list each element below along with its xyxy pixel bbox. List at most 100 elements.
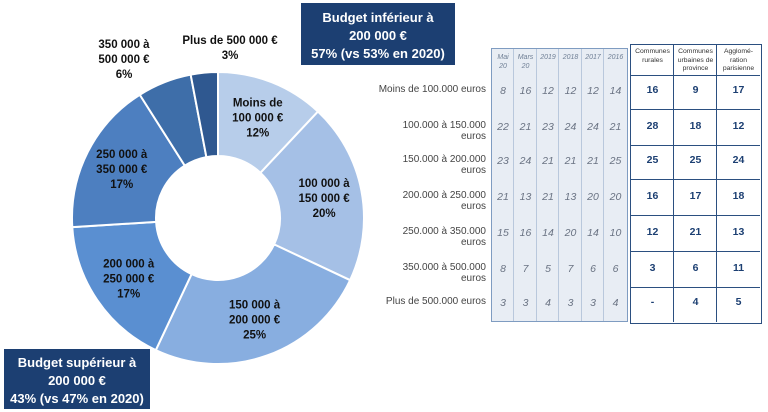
budget-table: Moins de 100.000 euros 100.000 à 150.000 … xyxy=(376,44,768,324)
slice-label-4-0: 250 000 à xyxy=(96,149,148,161)
history-cell-4-4: 14 xyxy=(587,227,599,239)
slice-label-0-0: Moins de xyxy=(233,98,283,110)
history-cell-5-0: 14 xyxy=(609,85,622,97)
history-cell-5-6: 4 xyxy=(612,297,619,309)
slice-pct-label-0: 12% xyxy=(246,128,269,140)
slice-pct-label-1: 20% xyxy=(313,208,336,220)
slice-pct-label-3: 17% xyxy=(117,289,140,301)
history-cell-5-1: 21 xyxy=(609,121,622,133)
slice-label-1-1: 150 000 € xyxy=(299,193,351,205)
slice-label-1-0: 100 000 à xyxy=(299,178,351,190)
commune-cell-0-6: - xyxy=(650,296,655,308)
history-cell-3-6: 3 xyxy=(567,297,574,309)
donut-slice-4 xyxy=(71,93,187,229)
commune-cell-1-4: 21 xyxy=(689,226,702,238)
history-cell-1-4: 16 xyxy=(519,227,532,239)
history-cell-1-0: 16 xyxy=(519,85,532,97)
commune-header-0: Communes rurales xyxy=(635,48,670,64)
history-cell-3-4: 20 xyxy=(564,227,577,239)
slice-pct-label-6: 3% xyxy=(222,50,239,62)
commune-row-divider-1 xyxy=(631,109,760,110)
callout-top-line-1: Budget inférieur à xyxy=(322,10,434,25)
commune-column-2: Agglomé-ration parisienne 17 12 24 18 13 11 5 xyxy=(717,45,760,322)
history-cell-2-4: 14 xyxy=(542,227,554,239)
history-cell-4-6: 3 xyxy=(590,297,596,309)
history-cell-5-2: 25 xyxy=(609,155,622,167)
history-columns-block: Mai 20 8 22 23 21 15 8 3 Mars 20 16 21 24 13 16 7 3 2019 12… xyxy=(491,48,628,322)
history-cell-4-3: 20 xyxy=(587,191,599,203)
history-header-2: 2019 xyxy=(540,54,556,61)
row-label-3: 200.000 à 250.000 euros xyxy=(402,190,486,212)
history-cell-0-1: 22 xyxy=(497,121,509,133)
history-header-4: 2017 xyxy=(585,54,601,61)
history-column-4: 2017 12 24 21 20 14 6 3 xyxy=(582,49,604,321)
slice-label-5-1: 500 000 € xyxy=(98,54,150,66)
slice-label-2-0: 150 000 à xyxy=(229,300,281,312)
history-cell-1-6: 3 xyxy=(522,297,529,309)
commune-cell-1-6: 4 xyxy=(692,296,699,308)
commune-header-2: Agglomé-ration parisienne xyxy=(722,48,755,72)
history-header-5: 2016 xyxy=(607,54,624,61)
commune-cell-1-0: 9 xyxy=(692,84,699,96)
commune-cell-0-0: 16 xyxy=(646,84,659,96)
callout-top-line-2: 200 000 € xyxy=(349,28,407,43)
history-cell-3-2: 21 xyxy=(564,155,577,167)
history-cell-4-0: 12 xyxy=(587,85,599,97)
history-cell-0-0: 8 xyxy=(500,85,506,97)
commune-cell-2-4: 13 xyxy=(732,226,745,238)
commune-cell-1-1: 18 xyxy=(689,120,702,132)
history-header-0: Mai 20 xyxy=(497,54,509,70)
donut-chart: Moins de 100 000 € 12% 100 000 à 150 000 € 20… xyxy=(71,35,365,365)
commune-cell-0-3: 16 xyxy=(646,190,659,202)
slice-pct-label-2: 25% xyxy=(243,330,266,342)
history-cell-2-5: 5 xyxy=(545,263,551,275)
commune-column-1: Communes urbaines de province 9 18 25 17 21 6 4 xyxy=(674,45,717,322)
donut-slice-6 xyxy=(189,70,219,159)
history-cell-0-4: 15 xyxy=(497,227,509,239)
history-cell-3-1: 24 xyxy=(564,121,577,133)
history-cell-5-4: 10 xyxy=(609,227,622,239)
commune-row-divider-6 xyxy=(631,287,760,288)
history-cell-3-5: 7 xyxy=(567,263,574,275)
row-label-6: Plus de 500.000 euros xyxy=(385,296,486,307)
history-cell-3-0: 12 xyxy=(564,85,577,97)
row-label-1: 100.000 à 150.000 euros xyxy=(402,120,486,142)
commune-row-divider-0 xyxy=(631,75,760,76)
commune-cell-1-2: 25 xyxy=(689,154,702,166)
history-header-3: 2018 xyxy=(562,54,579,61)
commune-cell-1-3: 17 xyxy=(689,190,702,202)
history-cell-4-1: 24 xyxy=(587,121,599,133)
history-cell-0-6: 3 xyxy=(500,297,506,309)
commune-row-divider-5 xyxy=(631,251,760,252)
callout-budget-superieur: Budget supérieur à 200 000 € 43% (vs 47%… xyxy=(4,349,150,409)
history-cell-2-3: 21 xyxy=(542,191,554,203)
commune-column-0: Communes rurales 16 28 25 16 12 3 - xyxy=(631,45,674,322)
history-column-3: 2018 12 24 21 13 20 7 3 xyxy=(560,49,582,321)
callout-bottom-line-3: 43% (vs 47% en 2020) xyxy=(10,391,144,406)
donut-slice-2 xyxy=(154,243,352,365)
history-cell-2-2: 21 xyxy=(542,155,554,167)
callout-bottom-line-1: Budget supérieur à xyxy=(17,355,137,370)
history-cell-1-2: 24 xyxy=(519,155,532,167)
slice-label-5-0: 350 000 à xyxy=(98,39,150,51)
donut-slice-1 xyxy=(259,110,365,282)
row-label-5: 350.000 à 500.000 euros xyxy=(402,262,486,284)
commune-cell-0-4: 12 xyxy=(646,226,659,238)
history-cell-0-5: 8 xyxy=(500,263,506,275)
row-label-2: 150.000 à 200.000 euros xyxy=(402,154,486,176)
commune-row-divider-4 xyxy=(631,215,760,216)
history-cell-3-3: 13 xyxy=(564,191,577,203)
slice-pct-label-4: 17% xyxy=(110,179,133,191)
history-column-5: 2016 14 21 25 20 10 6 4 xyxy=(605,49,627,321)
commune-cell-0-1: 28 xyxy=(646,120,659,132)
history-column-1: Mars 20 16 21 24 13 16 7 3 xyxy=(515,49,537,321)
slice-label-0-1: 100 000 € xyxy=(232,113,284,125)
commune-cell-2-2: 24 xyxy=(732,154,745,166)
history-column-2: 2019 12 23 21 21 14 5 4 xyxy=(537,49,559,321)
donut-slice-3 xyxy=(71,220,193,352)
row-label-4: 250.000 à 350.000 euros xyxy=(402,226,486,248)
commune-columns-block: Communes rurales 16 28 25 16 12 3 - Communes urbai… xyxy=(630,44,762,324)
row-label-0: Moins de 100.000 euros xyxy=(378,84,486,95)
slice-label-3-0: 200 000 à xyxy=(103,259,155,271)
commune-cell-0-2: 25 xyxy=(646,154,659,166)
